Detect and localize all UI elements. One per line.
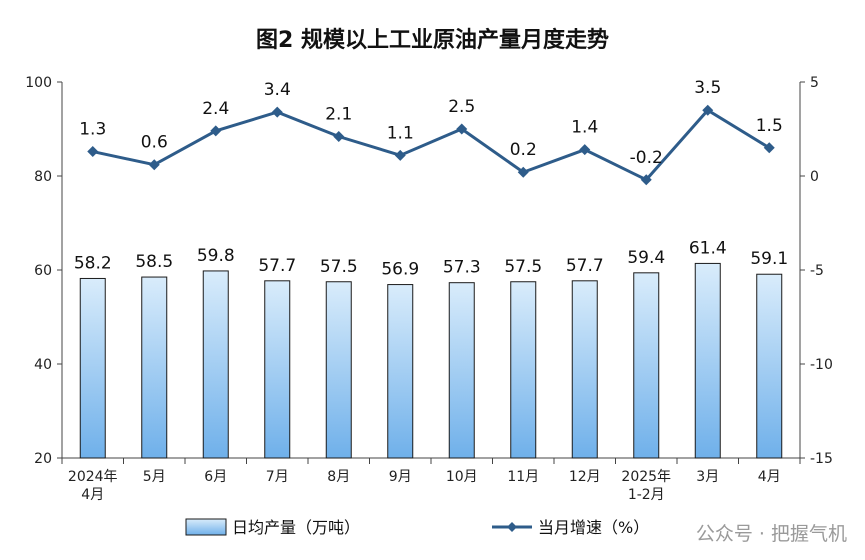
bar	[141, 276, 168, 459]
line-point	[394, 149, 406, 161]
bar-value-label: 59.1	[750, 249, 788, 269]
bar-value-label: 58.5	[135, 252, 173, 272]
x-tick-label: 2025年 1-2月	[621, 469, 671, 503]
x-tick-label: 12月	[569, 469, 601, 485]
x-tick-label: 2024年 4月	[68, 469, 118, 503]
line-point	[579, 144, 591, 156]
x-tick-label: 5月	[143, 469, 166, 485]
line-value-label: 0.2	[510, 140, 537, 160]
bar-value-label: 57.7	[258, 256, 296, 276]
bar	[510, 281, 537, 459]
y-left-tick-label: 20	[34, 451, 52, 467]
bar-value-label: 57.5	[504, 257, 542, 277]
line-value-label: -0.2	[630, 148, 663, 168]
y-left-tick-label: 40	[34, 357, 52, 373]
bar	[202, 270, 229, 459]
x-tick-label: 3月	[696, 469, 719, 485]
y-left-tick-label: 80	[34, 169, 52, 185]
x-tick-label: 7月	[266, 469, 289, 485]
line-point	[333, 131, 345, 143]
x-tick-label: 8月	[327, 469, 350, 485]
line-value-label: 2.1	[325, 105, 352, 125]
bar	[633, 272, 660, 459]
line-value-label: 1.3	[79, 120, 106, 140]
line-point	[271, 106, 283, 118]
bar	[756, 273, 783, 459]
bar-value-label: 57.5	[320, 257, 358, 277]
legend-line-label: 当月增速（%）	[538, 518, 649, 537]
bar-value-label: 61.4	[689, 238, 727, 258]
line-point	[517, 166, 529, 178]
line-value-label: 2.4	[202, 99, 229, 119]
bar	[448, 282, 475, 459]
bar	[694, 262, 721, 459]
line-value-label: 1.1	[387, 123, 414, 143]
y-right-tick-label: -10	[810, 357, 833, 373]
bar-value-label: 57.3	[443, 258, 481, 278]
bar-value-label: 56.9	[381, 260, 419, 280]
y-left-tick-label: 60	[34, 263, 52, 279]
line-point	[702, 104, 714, 116]
line-point	[456, 123, 468, 135]
line-point	[763, 142, 775, 154]
line-value-label: 3.4	[264, 80, 291, 100]
bar	[571, 280, 598, 459]
bar	[79, 277, 106, 459]
x-tick-label: 11月	[507, 469, 539, 485]
line-value-label: 1.5	[756, 116, 783, 136]
watermark-text: 公众号 · 把握气机	[695, 523, 847, 545]
x-tick-label: 6月	[204, 469, 227, 485]
bar	[325, 281, 352, 459]
y-left-tick-label: 100	[25, 75, 52, 91]
y-right-tick-label: 0	[810, 169, 819, 185]
bar	[387, 284, 414, 459]
line-point	[148, 159, 160, 171]
bar-value-label: 59.8	[197, 246, 235, 266]
bar	[264, 280, 291, 459]
chart-title: 图2 规模以上工业原油产量月度走势	[256, 28, 609, 53]
line-point	[640, 174, 652, 186]
x-tick-label: 4月	[758, 469, 781, 485]
x-tick-label: 10月	[446, 469, 478, 485]
line-value-label: 2.5	[448, 97, 475, 117]
legend-line-marker	[507, 522, 517, 532]
line-series	[92, 108, 771, 182]
x-tick-label: 9月	[389, 469, 412, 485]
line-point	[87, 146, 99, 158]
bar-value-label: 58.2	[74, 253, 112, 273]
line-value-label: 0.6	[141, 133, 168, 153]
legend-bar-swatch	[185, 518, 227, 536]
line-value-label: 1.4	[571, 118, 598, 138]
legend-bar-label: 日均产量（万吨）	[232, 518, 360, 537]
bar-value-label: 57.7	[566, 256, 604, 276]
y-right-tick-label: -15	[810, 451, 833, 467]
line-value-label: 3.5	[694, 78, 721, 98]
y-right-tick-label: -5	[810, 263, 824, 279]
bar-value-label: 59.4	[627, 248, 665, 268]
line-point	[210, 125, 222, 137]
y-right-tick-label: 5	[810, 75, 819, 91]
